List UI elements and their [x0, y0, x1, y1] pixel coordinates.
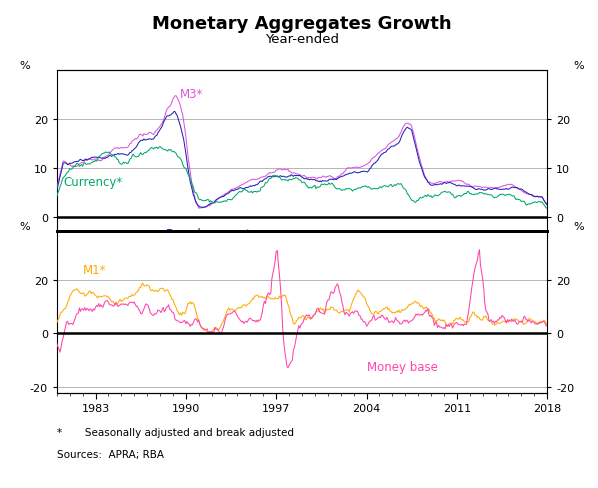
Text: M3*: M3*	[179, 88, 203, 101]
Text: %: %	[573, 222, 584, 232]
Text: Sources:  APRA; RBA: Sources: APRA; RBA	[57, 449, 164, 459]
Text: Money base: Money base	[367, 360, 437, 373]
Text: *       Seasonally adjusted and break adjusted: * Seasonally adjusted and break adjusted	[57, 427, 294, 437]
Text: Currency*: Currency*	[63, 176, 123, 188]
Text: %: %	[573, 61, 584, 71]
Text: Monetary Aggregates Growth: Monetary Aggregates Growth	[152, 16, 452, 33]
Text: %: %	[20, 61, 30, 71]
Text: Year-ended: Year-ended	[265, 33, 339, 45]
Text: M1*: M1*	[83, 264, 106, 276]
Text: %: %	[20, 222, 30, 232]
Text: Broad money*: Broad money*	[166, 228, 251, 241]
